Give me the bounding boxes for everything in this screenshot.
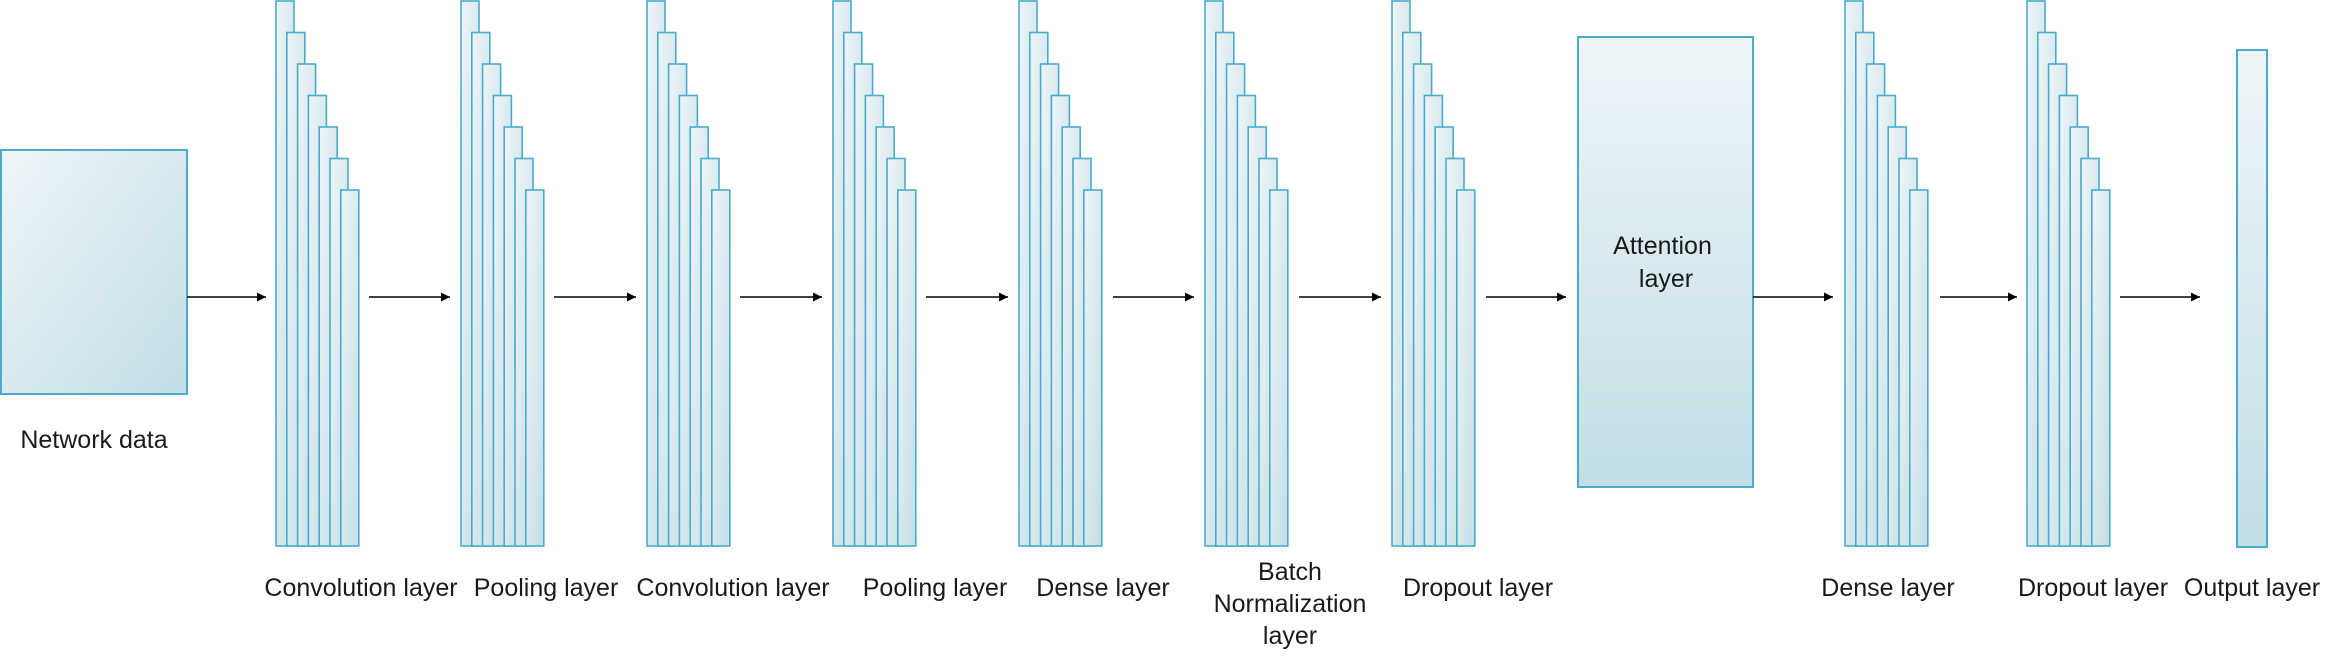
feature-map-sheet <box>896 189 917 547</box>
feature-map-sheet <box>2091 189 2111 547</box>
attention-label-line-2: layer <box>1639 265 1693 293</box>
layer-label-8: Dense layer <box>1821 574 1954 602</box>
layer-label-3: Convolution layer <box>636 574 829 602</box>
feature-map-sheet <box>1083 189 1103 547</box>
layer-stack-9: Dropout layer <box>2018 0 2168 602</box>
output-layer-label: Output layer <box>2184 574 2320 602</box>
layer-label-6: Batch Normalization layer <box>1214 558 1367 650</box>
output-layer-block: Output layer <box>2184 49 2320 602</box>
attention-layer-block: Attention layer <box>1577 36 1754 488</box>
network-data-label: Network data <box>20 426 167 454</box>
attention-layer-label: Attention layer <box>1613 232 1719 293</box>
layer-label-7: Dropout layer <box>1403 574 1553 602</box>
layer-label-line: Normalization <box>1214 590 1367 618</box>
layer-stack-5: Dense layer <box>1018 0 1170 602</box>
feature-map-sheet <box>339 189 360 547</box>
layer-label-line: layer <box>1263 622 1317 650</box>
layer-label-9: Dropout layer <box>2018 574 2168 602</box>
feature-map-sheet <box>1456 189 1476 547</box>
layer-stack-3: Convolution layer <box>636 0 830 602</box>
layer-label-line: Dense layer <box>1036 574 1169 602</box>
output-layer-bar <box>2236 49 2268 548</box>
attention-label-line-1: Attention <box>1613 232 1712 260</box>
layer-stack-1: Convolution layer <box>264 0 458 602</box>
layer-stack-7: Dropout layer <box>1391 0 1553 602</box>
layer-label-5: Dense layer <box>1036 574 1169 602</box>
layer-stack-6: Batch Normalization layer <box>1204 0 1367 650</box>
layer-label-1: Convolution layer <box>264 574 457 602</box>
layer-stacks: Convolution layer Pooling layer Convolutio… <box>264 0 2168 650</box>
layer-label-line: Convolution layer <box>636 574 829 602</box>
layer-label-line: Batch <box>1258 558 1322 586</box>
layer-label-line: Pooling layer <box>474 574 619 602</box>
layer-stack-2: Pooling layer <box>460 0 619 602</box>
layer-label-line: Dense layer <box>1821 574 1954 602</box>
network-data-block: Network data <box>0 149 188 454</box>
feature-map-sheet <box>1909 189 1929 547</box>
feature-map-sheet <box>524 189 545 547</box>
layer-label-line: Convolution layer <box>264 574 457 602</box>
feature-map-sheet <box>1269 189 1289 547</box>
layer-label-2: Pooling layer <box>474 574 619 602</box>
layer-stack-8: Dense layer <box>1821 0 1955 602</box>
layer-label-line: Pooling layer <box>863 574 1008 602</box>
layer-label-line: Dropout layer <box>2018 574 2168 602</box>
feature-map-sheet <box>710 189 731 547</box>
network-data-box <box>0 149 188 395</box>
layer-label-4: Pooling layer <box>863 574 1008 602</box>
attention-layer-box <box>1577 36 1754 488</box>
layer-stack-4: Pooling layer <box>832 0 1008 602</box>
layer-label-line: Dropout layer <box>1403 574 1553 602</box>
